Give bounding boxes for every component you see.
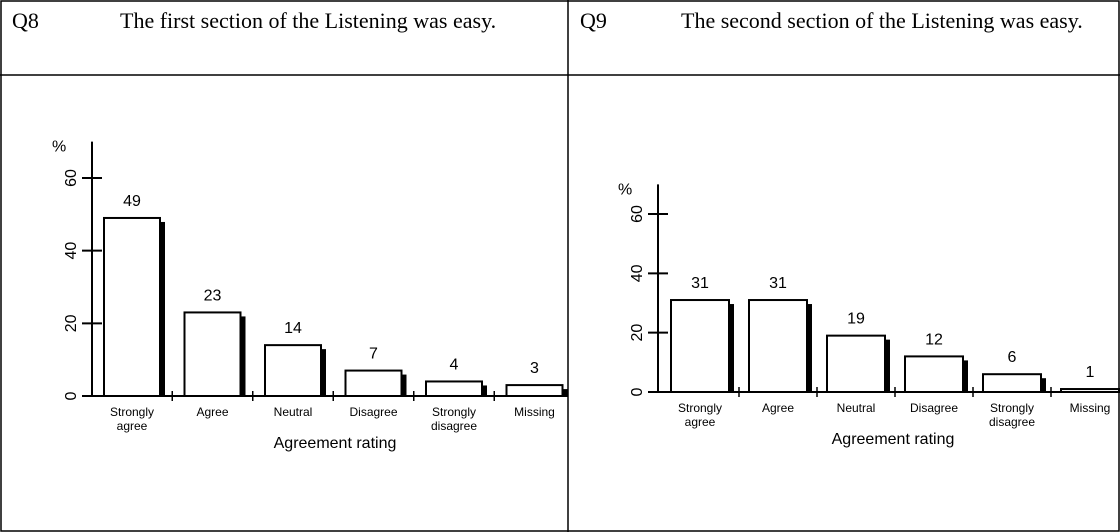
bar xyxy=(748,299,808,393)
bar-shadow xyxy=(963,360,968,392)
data-label: 1 xyxy=(1086,364,1095,381)
bar xyxy=(344,369,403,398)
y-axis-label: % xyxy=(52,139,66,156)
data-label: 4 xyxy=(450,356,459,373)
bar-shadow xyxy=(240,316,246,396)
bar-shadow xyxy=(562,389,568,396)
y-tick-label: 20 xyxy=(63,314,80,332)
y-tick-label: 40 xyxy=(629,264,646,282)
bar-shadow xyxy=(482,385,487,396)
x-tick-label: Disagree xyxy=(349,405,397,419)
x-tick-label: Agree xyxy=(762,401,794,415)
bar xyxy=(826,334,886,393)
data-label: 23 xyxy=(204,287,222,304)
bar-shadow xyxy=(401,374,407,396)
x-tick-label: Missing xyxy=(514,405,555,419)
x-tick-label: Missing xyxy=(1070,401,1111,415)
question-text: The first section of the Listening was e… xyxy=(120,8,497,33)
y-tick-label: 0 xyxy=(63,391,80,400)
question-number: Q8 xyxy=(12,8,39,33)
y-tick-label: 20 xyxy=(629,324,646,342)
data-label: 12 xyxy=(925,331,943,348)
x-axis-label: Agreement rating xyxy=(832,431,955,448)
x-tick-label: Disagree xyxy=(910,401,958,415)
bar xyxy=(505,384,564,398)
bar xyxy=(103,216,161,397)
x-tick-label: Strongly disagree xyxy=(431,405,477,433)
bar xyxy=(264,344,322,397)
x-axis-label: Agreement rating xyxy=(274,435,397,452)
header-cell: Q8 The first section of the Listening wa… xyxy=(0,0,568,75)
bar-shadow xyxy=(807,304,812,392)
bar-shadow xyxy=(160,221,165,396)
x-tick-label: Strongly agree xyxy=(110,405,154,433)
data-label: 14 xyxy=(284,320,302,337)
bar xyxy=(183,311,242,397)
bar-shadow xyxy=(321,349,326,396)
bar xyxy=(425,380,483,398)
y-tick-label: 0 xyxy=(629,387,646,396)
data-label: 31 xyxy=(769,275,787,292)
bar xyxy=(982,373,1042,394)
x-tick-label: Agree xyxy=(196,405,228,419)
question-text: The second section of the Listening was … xyxy=(681,8,1083,33)
header-cell: Q9 The second section of the Listening w… xyxy=(568,0,1120,75)
data-label: 31 xyxy=(691,275,709,292)
bar-shadow xyxy=(885,339,890,392)
bar-shadow xyxy=(1041,378,1046,392)
y-tick-label: 60 xyxy=(63,169,80,187)
data-label: 49 xyxy=(123,193,141,210)
x-tick-label: Neutral xyxy=(837,401,876,415)
data-label: 7 xyxy=(369,346,378,363)
x-tick-label: Strongly agree xyxy=(678,401,722,429)
data-label: 3 xyxy=(530,360,539,377)
y-axis-label: % xyxy=(618,181,632,198)
bar xyxy=(1060,388,1120,393)
y-tick-label: 40 xyxy=(63,242,80,260)
bar xyxy=(670,299,730,393)
y-tick-label: 60 xyxy=(629,205,646,223)
bar-shadow xyxy=(729,304,734,392)
x-tick-label: Strongly disagree xyxy=(989,401,1035,429)
data-label: 19 xyxy=(847,311,865,328)
data-label: 6 xyxy=(1008,349,1017,366)
bar xyxy=(904,355,964,393)
question-number: Q9 xyxy=(580,8,607,33)
x-tick-label: Neutral xyxy=(274,405,313,419)
